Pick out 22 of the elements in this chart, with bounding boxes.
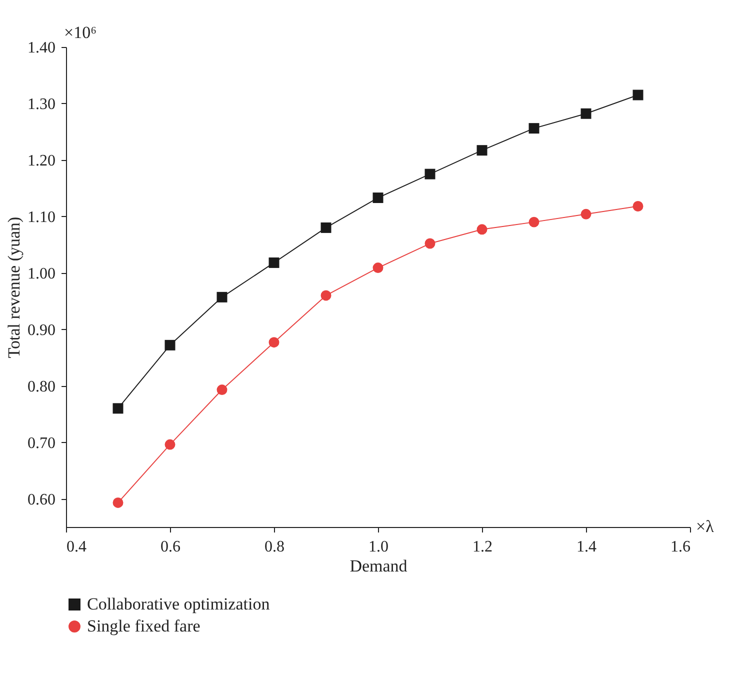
y-tick-label: 1.10 (28, 208, 56, 226)
x-tick-label: 1.0 (368, 538, 388, 556)
y-tick-label: 1.00 (28, 265, 56, 282)
x-tick-label: 1.6 (670, 538, 690, 556)
y-tick-label: 1.40 (28, 40, 56, 56)
y-tick-label: 1.20 (28, 152, 56, 170)
x-tick-label: 1.2 (472, 538, 492, 556)
x-tick-label: 0.4 (66, 538, 86, 556)
legend-label: Collaborative optimization (87, 594, 270, 614)
legend-label: Single fixed fare (87, 616, 200, 636)
text: ×10⁶ (64, 23, 97, 42)
x-tick-label: 0.8 (264, 538, 284, 556)
y-tick-label: 1.30 (28, 96, 56, 113)
x-tick-label: 1.4 (576, 538, 596, 556)
x-tick-label: 0.6 (160, 538, 180, 556)
y-tick-label: 0.70 (28, 434, 56, 452)
y-axis-title: Total revenue (yuan) (4, 216, 24, 358)
y-tick-label: 0.60 (28, 491, 56, 508)
y-tick-label: 0.80 (28, 378, 56, 396)
text: ×λ (696, 517, 715, 536)
y-tick-label: 0.90 (28, 322, 56, 339)
x-axis-title: Demand (350, 556, 408, 576)
